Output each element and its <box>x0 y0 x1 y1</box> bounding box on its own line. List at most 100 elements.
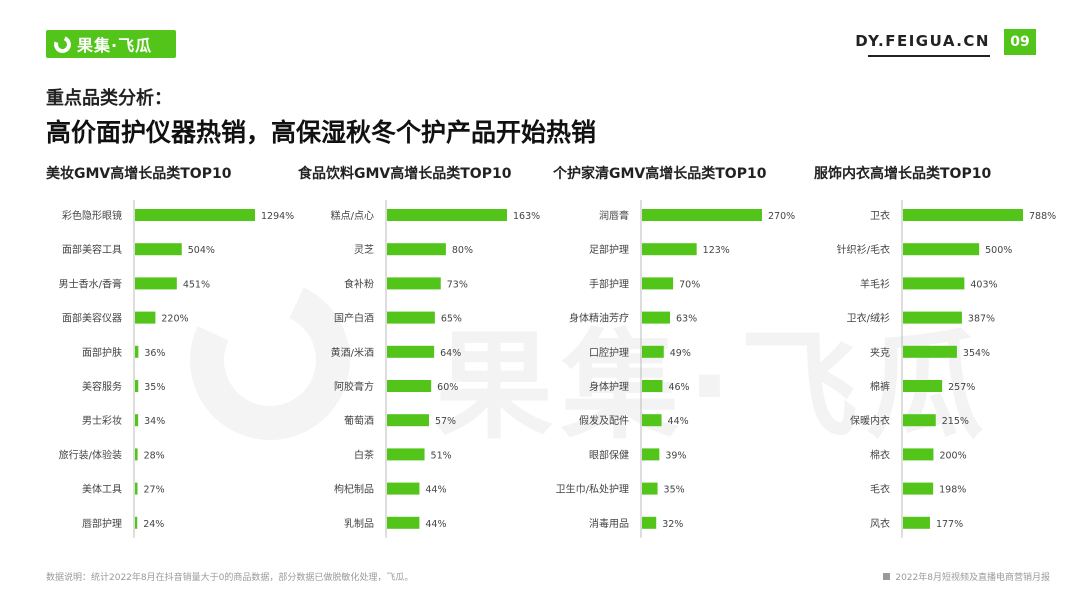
bar <box>642 448 660 461</box>
value-label: 60% <box>437 382 458 393</box>
value-label: 403% <box>970 279 997 290</box>
value-label: 504% <box>188 245 215 256</box>
value-label: 44% <box>425 485 446 496</box>
value-label: 198% <box>939 485 966 496</box>
category-label: 国产白酒 <box>334 312 374 325</box>
category-label: 糕点/点心 <box>331 209 374 222</box>
value-label: 177% <box>936 519 963 530</box>
value-label: 65% <box>441 314 462 325</box>
bar <box>387 345 435 358</box>
category-label: 乳制品 <box>344 517 374 530</box>
bar <box>903 516 930 529</box>
category-label: 美容服务 <box>82 380 122 393</box>
page-title: 高价面护仪器热销，高保湿秋冬个护产品开始热销 <box>46 118 597 147</box>
bar <box>903 277 965 290</box>
category-label: 唇部护理 <box>82 517 122 530</box>
bar <box>135 209 255 221</box>
category-label: 足部护理 <box>589 243 629 256</box>
value-label: 57% <box>435 416 456 427</box>
category-label: 风衣 <box>870 517 890 530</box>
report-name: 2022年8月短视频及直播电商营销月报 <box>883 570 1050 583</box>
bar <box>387 243 446 256</box>
value-label: 46% <box>668 382 689 393</box>
bar <box>135 345 139 358</box>
category-label: 美体工具 <box>82 483 122 496</box>
brand-logo-text: 果集·飞瓜 <box>77 36 153 55</box>
category-label: 保暖内衣 <box>850 414 890 427</box>
value-label: 64% <box>440 348 461 359</box>
category-label: 眼部保健 <box>589 448 629 461</box>
value-label: 44% <box>425 519 446 530</box>
chart-title-food: 食品饮料GMV高增长品类TOP10 <box>298 166 512 182</box>
value-label: 215% <box>942 416 969 427</box>
value-label: 44% <box>668 416 689 427</box>
value-label: 39% <box>665 450 686 461</box>
category-label: 口腔护理 <box>589 346 629 359</box>
value-label: 51% <box>431 450 452 461</box>
value-label: 27% <box>144 485 165 496</box>
category-label: 假发及配件 <box>579 414 629 427</box>
bar <box>642 380 663 392</box>
value-label: 220% <box>161 314 188 325</box>
value-label: 257% <box>948 382 975 393</box>
category-label: 卫衣/绒衫 <box>847 312 890 325</box>
site-url-underline <box>868 55 990 57</box>
data-note: 数据说明：统计2022年8月在抖音销量大于0的商品数据，部分数据已做脱敏化处理，… <box>46 573 414 583</box>
bar <box>642 277 674 290</box>
bar <box>135 277 177 290</box>
category-label: 面部美容工具 <box>62 243 122 256</box>
bar <box>387 277 441 290</box>
bar <box>642 482 658 495</box>
bar <box>387 414 429 427</box>
bar <box>387 482 420 495</box>
category-label: 身体精油芳疗 <box>569 312 629 325</box>
value-label: 70% <box>679 279 700 290</box>
bar <box>387 209 507 221</box>
chart-panel-apparel: 服饰内衣高增长品类TOP10 卫衣 788% 针织衫/毛衣 500% 羊毛衫 403% 卫衣… <box>814 160 1064 550</box>
chart-panel-personal-care: 个护家清GMV高增长品类TOP10 润唇膏 270% 足部护理 123% 手部护理 70%… <box>553 160 803 550</box>
chart-title-personal-care: 个护家清GMV高增长品类TOP10 <box>553 166 767 182</box>
category-label: 身体护理 <box>589 380 629 393</box>
bar <box>903 345 957 358</box>
bar <box>387 448 425 461</box>
value-label: 63% <box>676 314 697 325</box>
site-url: DY.FEIGUA.CN <box>855 32 990 50</box>
category-label: 卫衣 <box>870 209 890 222</box>
bar <box>387 311 435 324</box>
value-label: 270% <box>768 211 795 222</box>
category-label: 毛衣 <box>870 483 890 496</box>
value-label: 49% <box>670 348 691 359</box>
chart-panel-food: 食品饮料GMV高增长品类TOP10 糕点/点心 163% 灵芝 80% 食补粉 73% 国产… <box>298 160 548 550</box>
category-label: 食补粉 <box>344 277 374 290</box>
category-label: 消毒用品 <box>589 517 629 530</box>
bar <box>642 516 657 529</box>
bar <box>135 482 138 495</box>
category-label: 羊毛衫 <box>860 277 890 290</box>
square-bullet-icon <box>883 573 891 580</box>
value-label: 35% <box>664 485 685 496</box>
category-label: 夹克 <box>870 346 890 359</box>
bar-chart-apparel: 卫衣 788% 针织衫/毛衣 500% 羊毛衫 403% 卫衣/绒衫 387% 夹克 354% 棉裤… <box>837 200 1056 538</box>
bar <box>387 516 420 529</box>
bar <box>642 345 664 358</box>
value-label: 1294% <box>261 211 294 222</box>
bar-chart-personal-care: 润唇膏 270% 足部护理 123% 手部护理 70% 身体精油芳疗 63% 口腔护理 49% 身体… <box>556 200 795 538</box>
bar <box>642 311 670 324</box>
bar <box>642 243 697 256</box>
value-label: 35% <box>144 382 165 393</box>
value-label: 80% <box>452 245 473 256</box>
chart-title-apparel: 服饰内衣高增长品类TOP10 <box>814 166 992 182</box>
value-label: 36% <box>144 348 165 359</box>
value-label: 34% <box>144 416 165 427</box>
bar <box>135 448 138 461</box>
category-label: 面部护肤 <box>82 346 122 359</box>
category-label: 旅行装/体验装 <box>59 448 122 461</box>
bar <box>903 209 1023 221</box>
page-number-badge: 09 <box>1004 29 1036 55</box>
category-label: 棉裤 <box>870 380 890 393</box>
category-label: 黄酒/米酒 <box>331 346 374 359</box>
bar <box>642 209 762 221</box>
chart-title-beauty: 美妆GMV高增长品类TOP10 <box>46 166 232 182</box>
value-label: 500% <box>985 245 1012 256</box>
category-label: 枸杞制品 <box>334 483 374 496</box>
